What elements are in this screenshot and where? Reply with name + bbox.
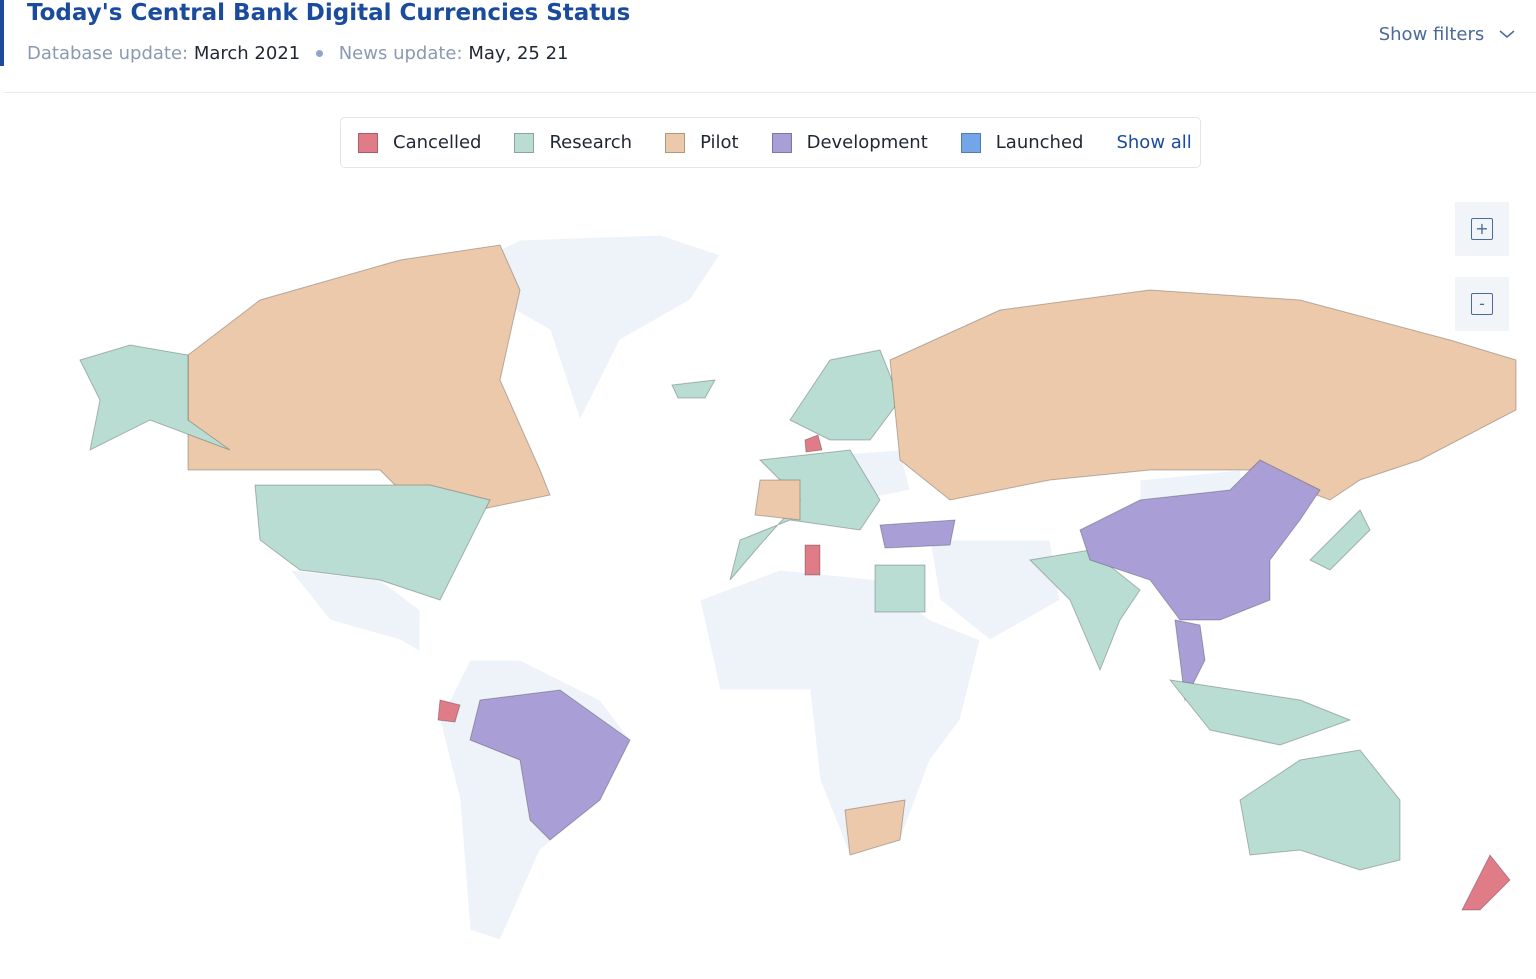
egypt[interactable]	[874, 564, 926, 613]
legend-label[interactable]: Launched	[995, 132, 1084, 153]
legend-item[interactable]: Launched	[960, 132, 1084, 153]
scandinavia[interactable]	[789, 349, 901, 441]
australia[interactable]	[1239, 749, 1401, 871]
separator	[4, 92, 1536, 93]
world-map	[79, 234, 1517, 941]
zoom-out[interactable]: -	[1455, 277, 1509, 331]
legend-item[interactable]: Pilot	[665, 132, 739, 153]
legend-swatch[interactable]	[358, 132, 378, 153]
turkey[interactable]	[879, 519, 956, 549]
legend: Cancelled Research Pilot Development Launche…	[340, 117, 1201, 168]
news-label: News update:	[338, 43, 463, 64]
middle-east[interactable]	[929, 539, 1061, 641]
ecuador[interactable]	[437, 699, 461, 723]
thailand[interactable]	[1174, 619, 1206, 702]
new-zealand[interactable]	[1461, 854, 1511, 911]
show-all[interactable]: Show all	[1116, 132, 1192, 153]
legend-swatch[interactable]	[960, 132, 981, 153]
legend-label[interactable]: Pilot	[700, 132, 739, 153]
legend-item[interactable]: Cancelled	[358, 132, 481, 153]
legend-label[interactable]: Research	[549, 132, 633, 153]
chevron	[1499, 30, 1515, 38]
zoom-in[interactable]: +	[1455, 202, 1509, 256]
china[interactable]	[1079, 459, 1321, 621]
news-value: May, 25 21	[468, 43, 569, 64]
canada[interactable]	[187, 244, 551, 521]
iceland[interactable]	[671, 379, 716, 399]
legend-item[interactable]: Research	[514, 132, 632, 153]
database-value: March 2021	[193, 43, 301, 64]
separator-dot	[315, 49, 323, 57]
brazil[interactable]	[469, 689, 631, 841]
legend-swatch[interactable]	[665, 132, 686, 153]
database-label: Database update:	[27, 43, 189, 64]
alaska[interactable]	[79, 344, 231, 451]
japan[interactable]	[1309, 509, 1371, 571]
page-title: Today's Central Bank Digital Currencies …	[27, 0, 631, 26]
zoom-out-icon[interactable]: -	[1471, 293, 1493, 315]
central-america[interactable]	[288, 569, 471, 681]
update-info: Database update: March 2021 News update:…	[27, 43, 569, 64]
tunisia[interactable]	[804, 544, 821, 576]
show-filters-text[interactable]: Show filters	[1378, 24, 1485, 45]
zoom-in-icon[interactable]: +	[1471, 218, 1493, 240]
usa[interactable]	[254, 484, 491, 601]
russia[interactable]	[889, 289, 1517, 501]
western-europe[interactable]	[729, 449, 881, 581]
south-africa[interactable]	[844, 799, 906, 856]
france[interactable]	[754, 479, 801, 521]
indonesia[interactable]	[1168, 679, 1352, 746]
legend-label[interactable]: Development	[806, 132, 928, 153]
africa[interactable]	[699, 569, 981, 856]
legend-swatch[interactable]	[514, 132, 535, 153]
denmark[interactable]	[804, 434, 823, 453]
show-filters[interactable]: Show filters	[1379, 24, 1516, 45]
legend-label[interactable]: Cancelled	[393, 132, 482, 153]
legend-swatch[interactable]	[771, 132, 792, 153]
accent-bar	[0, 0, 4, 66]
legend-item[interactable]: Development	[771, 132, 928, 153]
